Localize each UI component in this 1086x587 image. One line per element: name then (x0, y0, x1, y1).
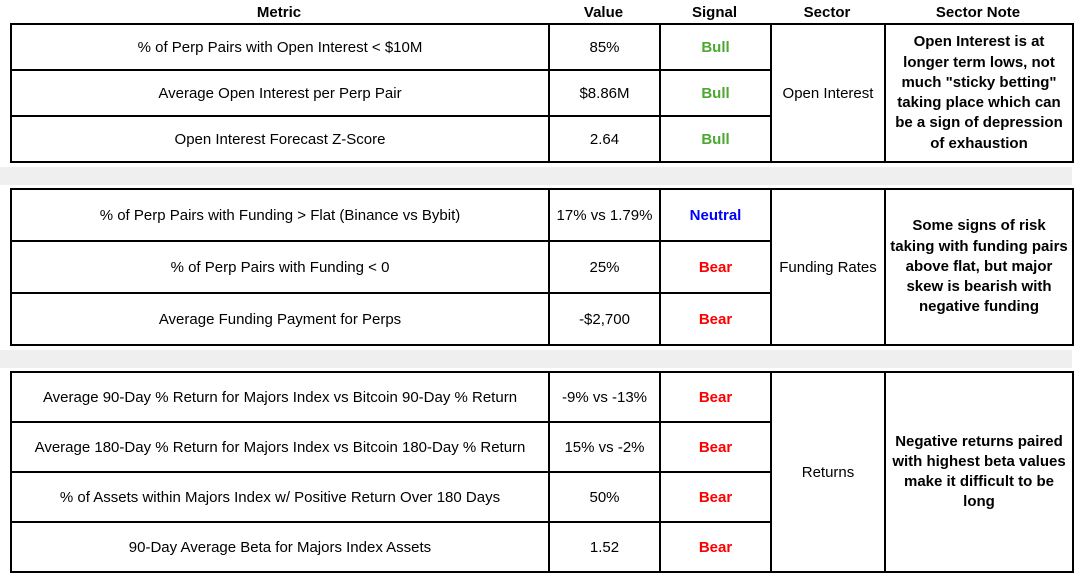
value-cell: 17% vs 1.79% (548, 188, 661, 242)
table-row: 90-Day Average Beta for Majors Index Ass… (10, 521, 1073, 573)
column-header-metric: Metric (256, 4, 302, 21)
returns-table: Average 90-Day % Return for Majors Index… (10, 371, 1074, 573)
signal-cell: Bull (659, 69, 772, 117)
table-row: % of Assets within Majors Index w/ Posit… (10, 471, 1073, 523)
table-row: % of Perp Pairs with Open Interest < $10… (10, 23, 1074, 163)
value-cell: $8.86M (548, 69, 661, 117)
value-cell: 15% vs -2% (548, 421, 661, 473)
metric-cell: Average 90-Day % Return for Majors Index… (10, 371, 550, 423)
value-cell: 50% (548, 471, 661, 523)
signal-cell: Bear (659, 471, 772, 523)
signal-cell: Bull (659, 115, 772, 163)
table-row: % of Perp Pairs with Funding > Flat (Bin… (10, 188, 1074, 346)
signal-cell: Bull (659, 23, 772, 71)
sector-note-cell: Some signs of risk taking with funding p… (884, 188, 1074, 346)
column-header-value: Value (583, 4, 624, 21)
metric-cell: % of Assets within Majors Index w/ Posit… (10, 471, 550, 523)
metric-cell: Open Interest Forecast Z-Score (10, 115, 550, 163)
signal-cell: Neutral (659, 188, 772, 242)
value-cell: -9% vs -13% (548, 371, 661, 423)
value-cell: 2.64 (548, 115, 661, 163)
value-cell: 25% (548, 240, 661, 294)
metric-cell: % of Perp Pairs with Open Interest < $10… (10, 23, 550, 71)
metric-cell: Average Funding Payment for Perps (10, 292, 550, 346)
column-header-sector-note: Sector Note (935, 4, 1021, 21)
sector-cell: Open Interest (770, 23, 886, 163)
sector-note-cell: Negative returns paired with highest bet… (884, 371, 1074, 573)
value-cell: 1.52 (548, 521, 661, 573)
sector-note-cell: Open Interest is at longer term lows, no… (884, 23, 1074, 163)
table-row: Average Funding Payment for Perps -$2,70… (10, 292, 1073, 346)
table-row: Average Open Interest per Perp Pair $8.8… (10, 69, 1073, 117)
table-row: Average 180-Day % Return for Majors Inde… (10, 421, 1073, 473)
metric-cell: % of Perp Pairs with Funding > Flat (Bin… (10, 188, 550, 242)
separator-band (0, 350, 1072, 368)
table-row: % of Perp Pairs with Funding < 0 25% Bea… (10, 240, 1073, 294)
column-header-sector: Sector (803, 4, 851, 21)
metric-cell: 90-Day Average Beta for Majors Index Ass… (10, 521, 550, 573)
column-header-signal: Signal (691, 4, 737, 21)
signal-cell: Bear (659, 421, 772, 473)
signal-cell: Bear (659, 292, 772, 346)
value-cell: -$2,700 (548, 292, 661, 346)
separator-band (0, 167, 1072, 185)
metric-cell: Average Open Interest per Perp Pair (10, 69, 550, 117)
open-interest-table: % of Perp Pairs with Open Interest < $10… (10, 23, 1074, 163)
table-row: Average 90-Day % Return for Majors Index… (10, 371, 1074, 573)
column-header-row: Metric Value Signal Sector Sector Note (10, 2, 1072, 23)
metric-cell: Average 180-Day % Return for Majors Inde… (10, 421, 550, 473)
signal-cell: Bear (659, 240, 772, 294)
metric-cell: % of Perp Pairs with Funding < 0 (10, 240, 550, 294)
table-row: Open Interest Forecast Z-Score 2.64 Bull (10, 115, 1073, 163)
funding-rates-table: % of Perp Pairs with Funding > Flat (Bin… (10, 188, 1074, 346)
signal-cell: Bear (659, 521, 772, 573)
signal-cell: Bear (659, 371, 772, 423)
sector-cell: Returns (770, 371, 886, 573)
sector-cell: Funding Rates (770, 188, 886, 346)
value-cell: 85% (548, 23, 661, 71)
